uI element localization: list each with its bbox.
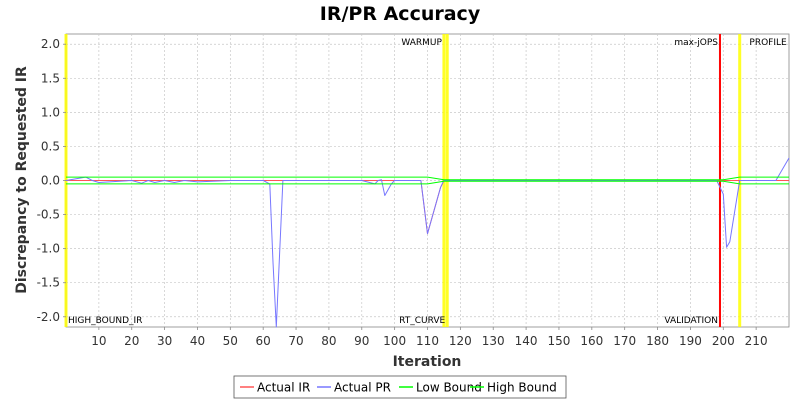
x-tick-label: 10 — [91, 334, 106, 348]
x-tick-label: 120 — [449, 334, 472, 348]
legend-label: Actual PR — [334, 381, 391, 395]
x-tick-label: 180 — [646, 334, 669, 348]
x-axis-label: Iteration — [393, 354, 462, 370]
x-tick-label: 40 — [190, 334, 205, 348]
x-tick-label: 110 — [416, 334, 439, 348]
x-tick-label: 210 — [745, 334, 768, 348]
x-axis-ticks: 10 20 30 40 50 60 70 80 90 100 110 120 130 140 150 160 1… — [91, 327, 768, 348]
y-tick-label: 1.0 — [41, 105, 60, 119]
y-tick-label: 0.5 — [41, 139, 60, 153]
series-lines — [65, 157, 790, 328]
legend: Actual IR Actual PR Low Bound High Bound — [233, 375, 567, 399]
y-tick-label: 2.0 — [41, 37, 60, 51]
x-tick-label: 50 — [223, 334, 238, 348]
x-tick-label: 70 — [288, 334, 303, 348]
x-tick-label: 100 — [383, 334, 406, 348]
y-tick-label: -0.5 — [37, 208, 60, 222]
x-tick-label: 20 — [124, 334, 139, 348]
marker-label: PROFILE — [749, 38, 787, 48]
x-tick-label: 160 — [580, 334, 603, 348]
chart-title: IR/PR Accuracy — [320, 3, 481, 25]
y-axis-label: Discrepancy to Requested IR — [14, 66, 30, 294]
y-tick-label: -1.5 — [37, 276, 60, 290]
x-tick-label: 170 — [613, 334, 636, 348]
x-tick-label: 200 — [712, 334, 735, 348]
marker-label: max-jOPS — [674, 38, 718, 48]
y-tick-label: 0.0 — [41, 174, 60, 188]
marker-label: HIGH_BOUND_IR — [68, 316, 142, 326]
marker-label: WARMUP — [401, 38, 442, 48]
x-tick-label: 140 — [515, 334, 538, 348]
series-line-low-bound — [66, 180, 789, 185]
y-tick-label: -1.0 — [37, 242, 60, 256]
grid — [66, 34, 789, 327]
y-tick-label: -2.0 — [37, 310, 60, 324]
marker-label: VALIDATION — [664, 316, 718, 326]
x-tick-label: 90 — [354, 334, 369, 348]
x-tick-label: 130 — [482, 334, 505, 348]
x-tick-label: 80 — [321, 334, 336, 348]
series-line-high-bound — [66, 176, 789, 181]
y-tick-label: 1.5 — [41, 71, 60, 85]
legend-label: Actual IR — [257, 381, 310, 395]
x-tick-label: 190 — [679, 334, 702, 348]
x-tick-label: 60 — [256, 334, 271, 348]
x-tick-label: 150 — [548, 334, 571, 348]
legend-label: High Bound — [487, 381, 557, 395]
x-tick-label: 30 — [157, 334, 172, 348]
marker-label: RT_CURVE — [399, 316, 445, 326]
y-axis-ticks: -2.0 -1.5 -1.0 -0.5 0.0 0.5 1.0 1.5 2.0 — [37, 37, 66, 324]
legend-label: Low Bound — [416, 381, 482, 395]
